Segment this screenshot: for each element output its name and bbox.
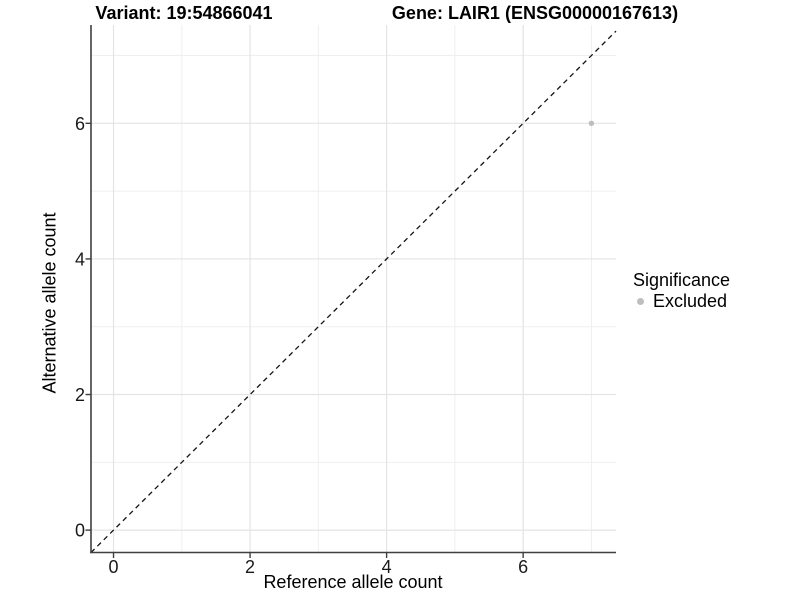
legend-entry-label: Excluded	[653, 291, 728, 311]
y-tick-label: 0	[75, 521, 85, 541]
data-points	[588, 120, 595, 127]
legend: Significance Excluded	[633, 270, 730, 311]
x-tick-label: 6	[518, 557, 528, 577]
plot-title-variant: Variant: 19:54866041	[95, 3, 273, 23]
identity-dashed-line	[90, 30, 617, 553]
identity-line	[90, 30, 617, 553]
y-tick-label: 4	[75, 249, 85, 269]
legend-entry-excluded: Excluded	[633, 291, 730, 311]
major-gridlines	[91, 25, 616, 553]
legend-title: Significance	[633, 270, 731, 290]
y-axis-title: Alternative allele count	[39, 212, 60, 394]
data-point	[588, 120, 595, 127]
y-tick-label: 6	[75, 114, 85, 134]
axis-lines	[90, 25, 616, 554]
x-tick-label: 4	[382, 557, 392, 577]
legend-point-icon	[637, 297, 644, 305]
y-tick-label: 2	[75, 385, 85, 405]
minor-gridlines	[91, 25, 616, 553]
x-axis-title: Reference allele count	[263, 572, 443, 592]
x-tick-label: 0	[109, 557, 119, 577]
axis-tick-labels: 0 2 4 6 0 2 4 6	[75, 114, 528, 577]
axis-ticks	[85, 122, 524, 558]
plot-title-gene: Gene: LAIR1 (ENSG00000167613)	[391, 3, 679, 23]
x-tick-label: 2	[245, 557, 255, 577]
